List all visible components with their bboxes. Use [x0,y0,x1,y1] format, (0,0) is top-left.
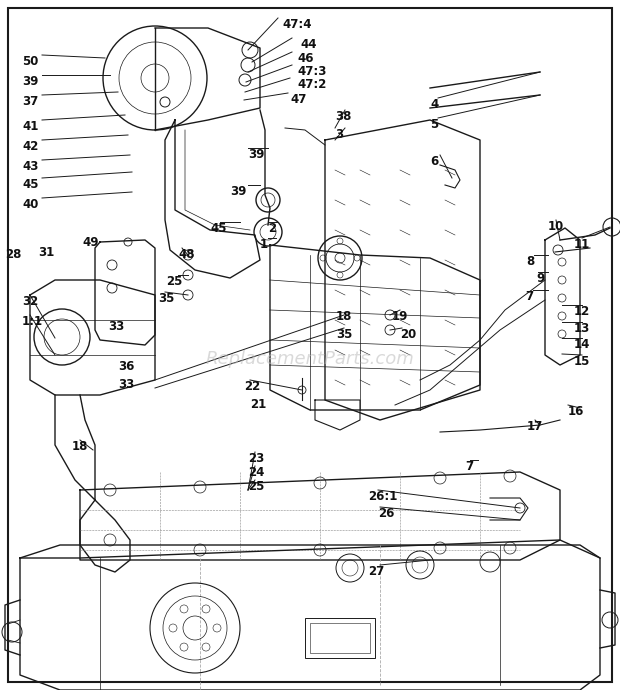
Text: 7: 7 [525,290,533,303]
Text: 12: 12 [574,305,590,318]
Text: 49: 49 [82,236,99,249]
Text: 25: 25 [248,480,264,493]
Text: 8: 8 [526,255,534,268]
Text: 14: 14 [574,338,590,351]
Text: 47:4: 47:4 [282,18,311,31]
Text: 27: 27 [368,565,384,578]
Text: 45: 45 [22,178,38,191]
Text: 39: 39 [248,148,264,161]
Text: 26:1: 26:1 [368,490,397,503]
Text: 39: 39 [22,75,38,88]
Text: 31: 31 [38,246,55,259]
Text: 17: 17 [527,420,543,433]
Text: 23: 23 [248,452,264,465]
Text: 16: 16 [568,405,585,418]
Text: 36: 36 [118,360,135,373]
Text: 18: 18 [72,440,89,453]
Text: 22: 22 [244,380,260,393]
Text: 4: 4 [430,98,438,111]
Text: 18: 18 [336,310,352,323]
Text: 42: 42 [22,140,38,153]
Text: 47: 47 [290,93,306,106]
Text: 35: 35 [158,292,174,305]
Text: 24: 24 [248,466,264,479]
Text: 5: 5 [430,118,438,131]
Text: 21: 21 [250,398,266,411]
Text: 48: 48 [178,248,195,261]
Text: 6: 6 [430,155,438,168]
Text: 41: 41 [22,120,38,133]
Text: 2: 2 [268,222,276,235]
Text: 15: 15 [574,355,590,368]
Text: 43: 43 [22,160,38,173]
Text: 47:2: 47:2 [297,78,326,91]
Text: 19: 19 [392,310,409,323]
Text: ReplacementParts.com: ReplacementParts.com [206,350,414,368]
Text: 26: 26 [378,507,394,520]
Text: 47:3: 47:3 [297,65,326,78]
Bar [310,623,370,653]
Text: 46: 46 [297,52,314,65]
Bar [305,618,375,658]
Text: 20: 20 [400,328,416,341]
Text: 9: 9 [536,272,544,285]
Text: 7: 7 [465,460,473,473]
Text: 33: 33 [118,378,135,391]
Text: 1:1: 1:1 [22,315,43,328]
Text: 50: 50 [22,55,38,68]
Text: 10: 10 [548,220,564,233]
Text: 13: 13 [574,322,590,335]
Text: 45: 45 [210,222,226,235]
Text: 1: 1 [260,238,268,251]
Text: 35: 35 [336,328,352,341]
Text: 3: 3 [335,128,343,141]
Text: 37: 37 [22,95,38,108]
Text: 28: 28 [5,248,21,261]
Text: 38: 38 [335,110,352,123]
Text: 44: 44 [300,38,316,51]
Text: 32: 32 [22,295,38,308]
Text: 39: 39 [230,185,246,198]
Text: 25: 25 [166,275,182,288]
Text: 40: 40 [22,198,38,211]
Text: 11: 11 [574,238,590,251]
Text: 33: 33 [108,320,124,333]
